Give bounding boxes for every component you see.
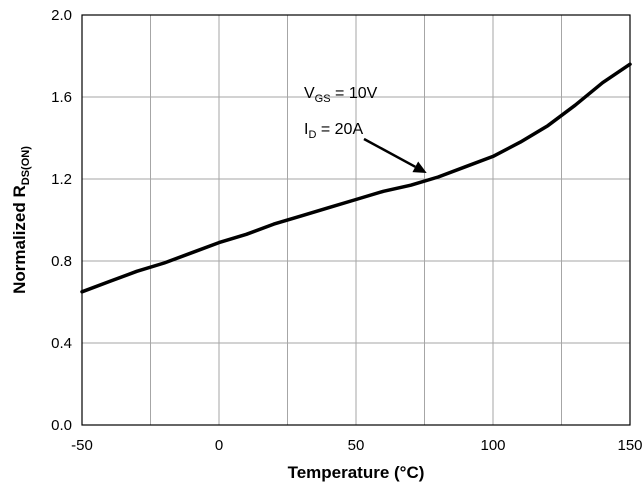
y-tick-label: 0.4	[51, 335, 72, 352]
y-axis-title-sub: DS(ON)	[20, 146, 32, 185]
plot-frame	[81, 14, 631, 426]
annotation-arrowhead	[412, 161, 427, 173]
x-tick-label: 100	[480, 437, 505, 454]
x-axis-title: Temperature (°C)	[288, 463, 425, 482]
series-layer	[80, 62, 632, 294]
y-axis-title: Normalized RDS(ON)	[10, 146, 32, 294]
y-tick-label: 0.0	[51, 417, 72, 434]
annotation-arrow	[363, 137, 416, 168]
annotation-id: ID = 20A	[304, 121, 363, 141]
x-tick-label: 0	[215, 437, 223, 454]
y-tick-label: 1.2	[51, 171, 72, 188]
x-tick-label: -50	[71, 437, 93, 454]
annotation-vgs: VGS = 10V	[304, 85, 378, 105]
y-tick-label: 2.0	[51, 7, 72, 24]
y-tick-label: 0.8	[51, 253, 72, 270]
tick-labels: 0.0 0.4 0.8 1.2 1.6 2.0 -50 0 50 100 150	[51, 7, 642, 454]
x-tick-label: 50	[348, 437, 365, 454]
grid	[81, 14, 631, 426]
y-tick-label: 1.6	[51, 89, 72, 106]
y-axis-title-main: Normalized R	[10, 185, 29, 294]
x-tick-label: 150	[617, 437, 642, 454]
series-line	[80, 62, 632, 294]
